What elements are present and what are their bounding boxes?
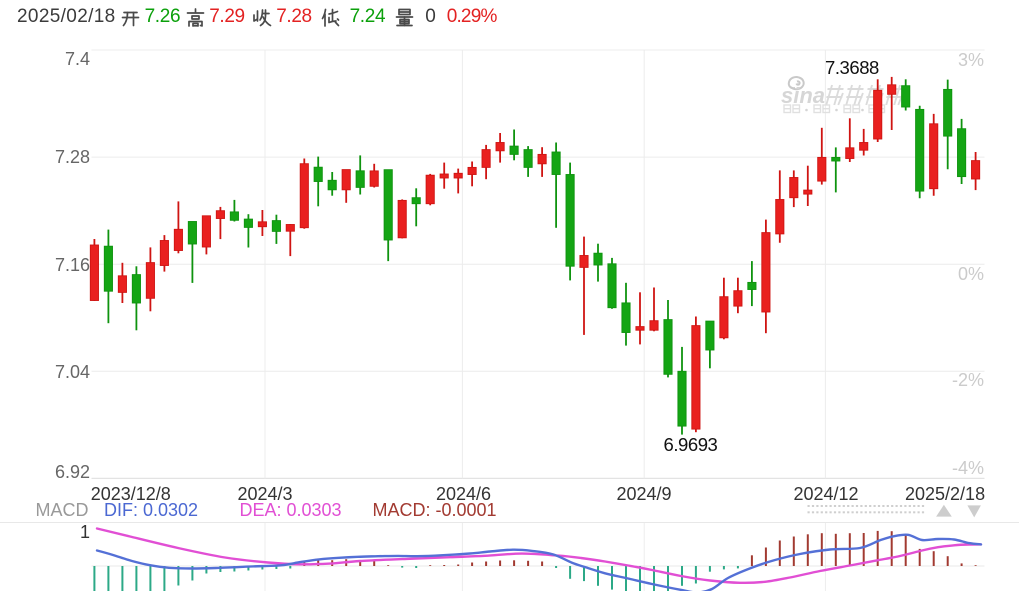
svg-text:sina: sina (781, 83, 825, 108)
